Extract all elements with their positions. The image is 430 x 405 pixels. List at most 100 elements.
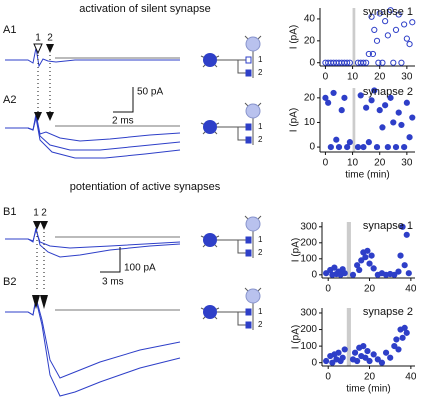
point bbox=[366, 260, 373, 267]
point bbox=[395, 346, 402, 353]
point bbox=[341, 270, 348, 277]
point bbox=[322, 94, 329, 101]
point bbox=[403, 231, 410, 238]
point bbox=[360, 343, 367, 350]
trace bbox=[5, 227, 181, 258]
point bbox=[323, 357, 330, 365]
x-tick-label: 0 bbox=[323, 158, 329, 169]
stim-label: 1 bbox=[33, 208, 39, 219]
stimulus-period bbox=[346, 222, 351, 278]
y-axis-label: I (pA) bbox=[291, 325, 302, 349]
y-tick-label: 0 bbox=[309, 57, 315, 68]
point bbox=[346, 59, 353, 66]
point bbox=[384, 143, 391, 151]
y-tick-label: 40 bbox=[304, 14, 316, 25]
point bbox=[409, 19, 416, 26]
input-label: 2 bbox=[258, 320, 263, 329]
point bbox=[329, 359, 336, 366]
neuron bbox=[245, 36, 261, 52]
point bbox=[341, 94, 348, 101]
x-tick-label: 0 bbox=[325, 372, 331, 383]
neuron bbox=[245, 216, 261, 232]
point bbox=[395, 268, 402, 275]
chart-title: synapse 1 bbox=[363, 220, 413, 232]
title-a: activation of silent synapse bbox=[79, 3, 210, 15]
scale-bar bbox=[100, 247, 121, 273]
point bbox=[405, 270, 412, 277]
stimulus-period bbox=[352, 88, 356, 152]
point bbox=[357, 92, 364, 99]
point bbox=[393, 336, 400, 343]
point bbox=[406, 41, 413, 48]
input-label: 1 bbox=[258, 307, 263, 316]
point bbox=[387, 7, 394, 14]
neuron bbox=[203, 120, 217, 134]
point bbox=[387, 354, 394, 361]
point bbox=[406, 134, 413, 141]
chart-title: synapse 2 bbox=[363, 86, 413, 98]
point bbox=[390, 59, 397, 66]
neuron bbox=[203, 233, 217, 247]
point bbox=[349, 271, 357, 278]
point bbox=[368, 252, 375, 259]
point bbox=[333, 136, 340, 143]
y-axis-label: I (pA) bbox=[289, 108, 300, 132]
synapse bbox=[245, 236, 252, 244]
point bbox=[363, 104, 370, 111]
point bbox=[390, 119, 397, 126]
y-tick-label: 300 bbox=[300, 308, 317, 319]
stim-label: 1 bbox=[35, 33, 41, 44]
y-tick-label: 20 bbox=[304, 35, 316, 46]
synapse bbox=[245, 56, 252, 64]
x-tick-label: 20 bbox=[364, 284, 376, 295]
point bbox=[360, 59, 367, 66]
point bbox=[362, 354, 369, 361]
point bbox=[392, 143, 400, 151]
synapse bbox=[245, 69, 252, 77]
scale-label: 2 ms bbox=[112, 116, 134, 127]
x-tick-label: 0 bbox=[325, 284, 331, 295]
point bbox=[356, 266, 363, 274]
point bbox=[382, 349, 390, 356]
y-tick-label: 10 bbox=[304, 117, 316, 128]
point bbox=[382, 18, 389, 25]
point bbox=[373, 143, 381, 151]
synapse bbox=[245, 123, 252, 131]
point bbox=[375, 59, 382, 66]
x-tick-label: 30 bbox=[401, 72, 413, 83]
y-tick-label: 300 bbox=[300, 221, 317, 232]
x-tick-label: 20 bbox=[374, 72, 386, 83]
point bbox=[358, 257, 365, 264]
x-axis-label: time (min) bbox=[345, 170, 389, 181]
point bbox=[346, 139, 353, 146]
point bbox=[374, 356, 381, 363]
axon bbox=[217, 311, 246, 326]
panel-label: B1 bbox=[3, 206, 16, 218]
point bbox=[392, 26, 400, 33]
point bbox=[403, 329, 410, 336]
point bbox=[403, 35, 410, 42]
synapse bbox=[245, 136, 252, 144]
point bbox=[376, 107, 383, 114]
input-label: 1 bbox=[258, 55, 263, 64]
point bbox=[327, 143, 334, 151]
point bbox=[384, 32, 391, 39]
stim-arrow bbox=[46, 112, 54, 121]
x-tick-label: 20 bbox=[374, 158, 386, 169]
point bbox=[364, 347, 371, 355]
y-axis-label: I (pA) bbox=[289, 25, 300, 49]
point bbox=[399, 223, 406, 230]
x-tick-label: 30 bbox=[401, 158, 413, 169]
point bbox=[370, 265, 377, 272]
y-tick-label: 20 bbox=[304, 92, 316, 103]
stim-arrow bbox=[33, 43, 43, 55]
point bbox=[399, 334, 406, 341]
chart-title: synapse 1 bbox=[363, 6, 413, 18]
point bbox=[370, 351, 377, 358]
point bbox=[401, 143, 408, 151]
axon bbox=[217, 59, 246, 74]
x-tick-label: 10 bbox=[347, 72, 359, 83]
point bbox=[339, 354, 346, 361]
y-tick-label: 200 bbox=[300, 324, 317, 335]
point bbox=[398, 59, 405, 66]
